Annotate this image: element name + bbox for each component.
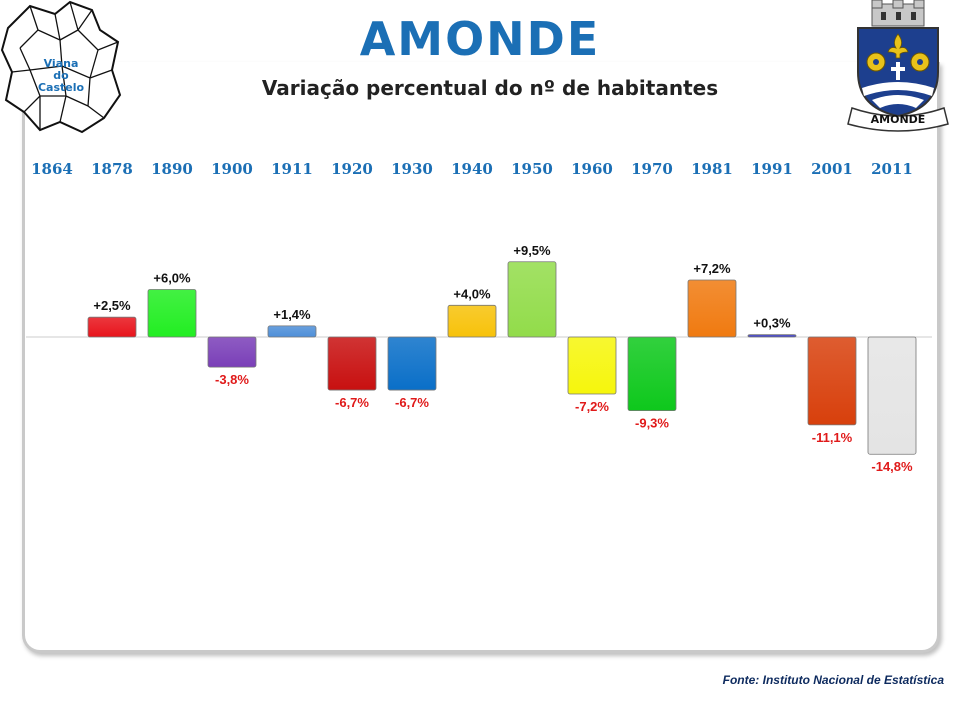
bar-1970 xyxy=(627,336,677,412)
year-tick-label: 1920 xyxy=(331,160,373,178)
bar-1981 xyxy=(687,279,737,338)
year-tick-label: 1950 xyxy=(511,160,553,178)
data-label-1900: -3,8% xyxy=(215,372,249,387)
map-label: Viana do Castelo xyxy=(30,58,92,94)
data-label-2001: -11,1% xyxy=(812,430,853,445)
district-map-icon xyxy=(0,0,122,134)
chart-subtitle: Variação percentual do nº de habitantes xyxy=(261,76,719,100)
year-tick-label: 1930 xyxy=(391,160,433,178)
year-tick-label: 1878 xyxy=(91,160,133,178)
bar-2011 xyxy=(867,336,917,455)
data-label-1991: +0,3% xyxy=(753,316,791,331)
bar-1991 xyxy=(747,334,797,338)
year-axis: 1864 1878 1890 1900 1911 1920 1930 1940 1950 1960… xyxy=(0,160,960,184)
source-note: Fonte: Instituto Nacional de Estatística xyxy=(722,673,944,687)
bar-1911 xyxy=(267,325,317,338)
map-label-line-3: Castelo xyxy=(37,81,85,94)
data-label-1950: +9,5% xyxy=(513,243,551,258)
bar-2001 xyxy=(807,336,857,426)
year-tick-label: 1940 xyxy=(451,160,493,178)
bar-1930 xyxy=(387,336,437,391)
data-label-1960: -7,2% xyxy=(575,399,609,414)
coat-of-arms: AMONDE xyxy=(836,0,960,135)
year-tick-label: 1864 xyxy=(31,160,73,178)
bar-1940 xyxy=(447,304,497,338)
bar-1920 xyxy=(327,336,377,391)
data-label-1890: +6,0% xyxy=(153,270,191,285)
bar-1890 xyxy=(147,289,197,338)
bar-1960 xyxy=(567,336,617,395)
chart-panel xyxy=(22,62,940,653)
coat-of-arms-label: AMONDE xyxy=(870,113,926,126)
data-label-1981: +7,2% xyxy=(693,261,731,276)
map-label-line-2: do xyxy=(53,69,69,82)
year-tick-label: 1981 xyxy=(691,160,733,178)
year-tick-label: 1991 xyxy=(751,160,793,178)
year-tick-label: 1890 xyxy=(151,160,193,178)
data-label-1930: -6,7% xyxy=(395,395,429,410)
year-tick-label: 1970 xyxy=(631,160,673,178)
data-label-2011: -14,8% xyxy=(871,459,913,474)
data-label-1920: -6,7% xyxy=(335,395,369,410)
data-label-1878: +2,5% xyxy=(93,298,131,313)
bar-1878 xyxy=(87,316,137,338)
year-tick-label: 2001 xyxy=(811,160,853,178)
bar-1900 xyxy=(207,336,257,368)
year-tick-label: 2011 xyxy=(871,160,913,178)
coat-of-arms-icon xyxy=(847,0,949,132)
bar-1950 xyxy=(507,261,557,338)
data-label-1911: +1,4% xyxy=(273,307,311,322)
year-tick-label: 1911 xyxy=(271,160,313,178)
map-label-line-1: Viana xyxy=(43,57,79,70)
year-tick-label: 1900 xyxy=(211,160,253,178)
data-label-1940: +4,0% xyxy=(453,286,491,301)
district-map: Viana do Castelo xyxy=(0,0,125,135)
page-title: AMONDE xyxy=(359,12,601,66)
year-tick-label: 1960 xyxy=(571,160,613,178)
data-label-1970: -9,3% xyxy=(635,416,669,431)
